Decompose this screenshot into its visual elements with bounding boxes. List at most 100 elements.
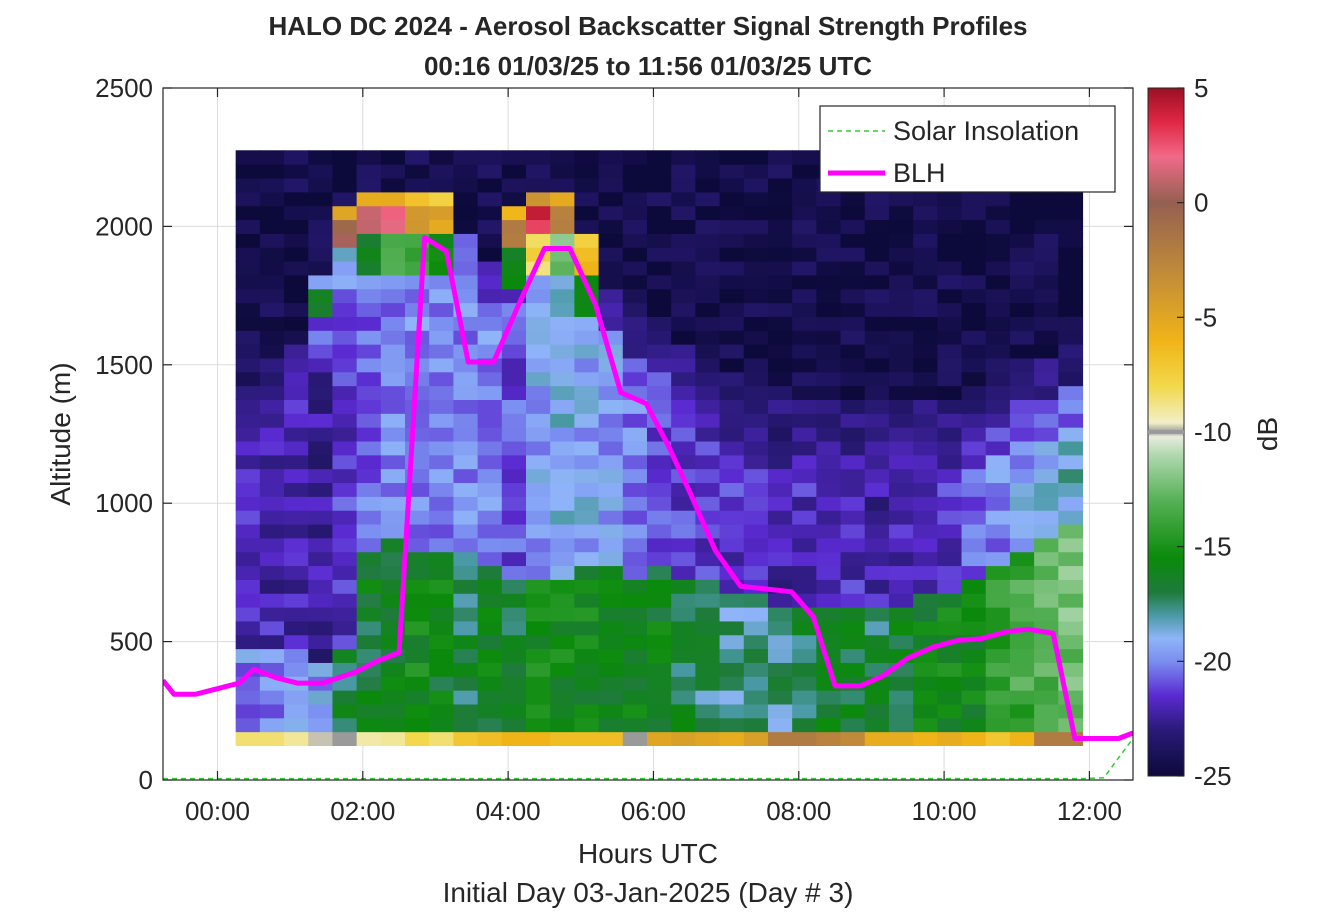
heatmap-cell [767, 717, 793, 733]
heatmap-cell [913, 247, 938, 262]
heatmap-cell [840, 551, 866, 567]
heatmap-cell [477, 676, 503, 691]
heatmap-cell [308, 302, 334, 317]
heatmap-cell [816, 344, 842, 359]
heatmap-cell [598, 191, 624, 207]
heatmap-cell [574, 690, 600, 705]
heatmap-cell [719, 288, 745, 304]
heatmap-cell [380, 703, 406, 719]
heatmap-cell [1034, 191, 1059, 207]
heatmap-cell [259, 648, 285, 663]
heatmap-cell [332, 510, 358, 525]
heatmap-cell [526, 440, 551, 456]
heatmap-cell [888, 385, 914, 400]
heatmap-cell [235, 454, 261, 470]
heatmap-cell [671, 593, 696, 608]
heatmap-cell [574, 648, 600, 663]
heatmap-cell [985, 371, 1011, 387]
heatmap-cell [332, 440, 358, 456]
heatmap-cell [501, 357, 527, 373]
heatmap-cell [235, 565, 261, 580]
heatmap-cell [816, 191, 842, 207]
heatmap-cell [1034, 261, 1059, 276]
heatmap-cell [646, 620, 672, 636]
heatmap-cell [332, 316, 358, 331]
heatmap-cell [284, 385, 309, 400]
heatmap-cell [380, 579, 406, 594]
heatmap-cell [405, 620, 430, 636]
heatmap-cell [259, 496, 285, 511]
heatmap-cell [1034, 219, 1059, 234]
heatmap-cell [284, 219, 309, 234]
heatmap-cell [792, 731, 817, 746]
heatmap-cell [913, 205, 938, 221]
heatmap-cell [913, 523, 938, 539]
heatmap-cell [501, 703, 527, 719]
heatmap-cell [356, 274, 382, 290]
heatmap-cell [913, 261, 938, 276]
heatmap-cell [550, 510, 575, 525]
heatmap-cell [405, 177, 430, 193]
heatmap-cell [574, 482, 600, 497]
heatmap-cell [284, 316, 309, 331]
heatmap-cell [864, 607, 890, 622]
heatmap-cell [1009, 316, 1035, 331]
heatmap-cell [743, 676, 769, 691]
heatmap-cell [1058, 191, 1084, 207]
heatmap-cell [429, 593, 455, 608]
heatmap-cell [743, 274, 769, 290]
heatmap-cell [985, 288, 1011, 304]
heatmap-cell [332, 205, 358, 221]
heatmap-cell [646, 482, 672, 497]
heatmap-cell [429, 177, 455, 193]
heatmap-cell [356, 468, 382, 484]
heatmap-cell [501, 593, 527, 608]
heatmap-cell [453, 288, 479, 304]
heatmap-cell [888, 371, 914, 387]
heatmap-cell [501, 579, 527, 594]
heatmap-cell [1058, 648, 1084, 663]
heatmap-cell [1009, 482, 1035, 497]
heatmap-cell [501, 150, 527, 165]
heatmap-cell [840, 440, 866, 456]
heatmap-cell [453, 496, 479, 511]
heatmap-cell [695, 551, 721, 567]
heatmap-cell [356, 344, 382, 359]
heatmap-cell [550, 607, 575, 622]
heatmap-cell [598, 205, 624, 221]
heatmap-cell [308, 150, 334, 165]
heatmap-cell [477, 191, 503, 207]
heatmap-cell [1009, 454, 1035, 470]
heatmap-cell [1009, 233, 1035, 248]
heatmap-cell [574, 634, 600, 650]
heatmap-cell [961, 427, 987, 442]
heatmap-cell [792, 634, 817, 650]
heatmap-cell [985, 551, 1011, 567]
heatmap-cell [767, 274, 793, 290]
heatmap-cell [671, 274, 696, 290]
heatmap-cell [332, 413, 358, 428]
heatmap-cell [1034, 523, 1059, 539]
heatmap-cell [816, 399, 842, 414]
heatmap-cell [695, 662, 721, 677]
heatmap-cell [792, 510, 817, 525]
heatmap-cell [719, 620, 745, 636]
heatmap-cell [961, 440, 987, 456]
heatmap-cell [501, 482, 527, 497]
heatmap-cell [1009, 385, 1035, 400]
heatmap-cell [1034, 440, 1059, 456]
heatmap-cell [913, 551, 938, 567]
heatmap-cell [695, 413, 721, 428]
heatmap-cell [864, 551, 890, 567]
heatmap-cell [622, 454, 648, 470]
heatmap-cell [356, 191, 382, 207]
heatmap-cell [671, 523, 696, 539]
heatmap-cell [235, 496, 261, 511]
heatmap-cell [743, 371, 769, 387]
heatmap-cell [864, 648, 890, 663]
heatmap-cell [961, 537, 987, 553]
heatmap-cell [453, 371, 479, 387]
heatmap-cell [671, 676, 696, 691]
solar-insolation-line [163, 738, 1133, 780]
heatmap-cell [719, 593, 745, 608]
